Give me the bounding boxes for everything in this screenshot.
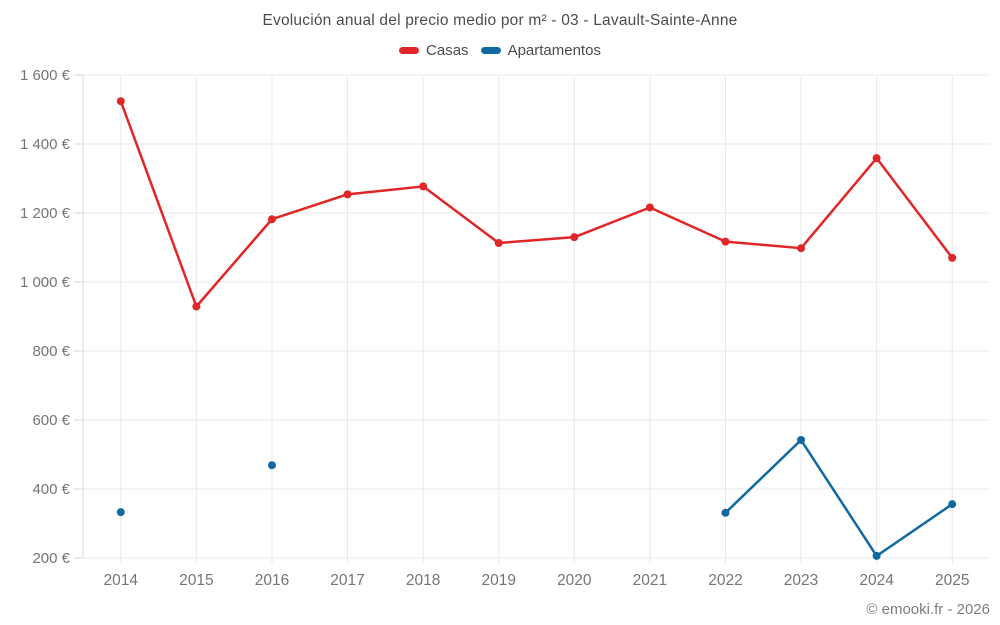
point-apartamentos-2025[interactable]	[948, 500, 957, 509]
x-axis-label: 2022	[708, 572, 742, 589]
legend-item-casas[interactable]: Casas	[399, 42, 469, 59]
legend-label-casas: Casas	[426, 42, 469, 59]
legend: Casas Apartamentos	[0, 42, 1000, 59]
point-casas-2014[interactable]	[116, 97, 125, 106]
x-axis-label: 2023	[784, 572, 818, 589]
x-axis-label: 2015	[179, 572, 213, 589]
point-casas-2015[interactable]	[192, 302, 201, 311]
apartamentos-line	[724, 438, 954, 558]
apartamentos-series-swatch-icon	[480, 47, 501, 54]
point-casas-2023[interactable]	[797, 244, 806, 253]
point-casas-2021[interactable]	[645, 203, 654, 212]
point-casas-2019[interactable]	[494, 239, 503, 248]
y-axis-label: 1 000 €	[20, 274, 71, 291]
y-axis-label: 800 €	[32, 343, 70, 360]
watermark: © emooki.fr - 2026	[866, 601, 990, 618]
legend-label-apartamentos: Apartamentos	[507, 42, 601, 59]
point-apartamentos-2023[interactable]	[797, 436, 806, 445]
point-apartamentos-2014[interactable]	[116, 508, 125, 517]
point-casas-2016[interactable]	[267, 215, 276, 224]
y-axis-label: 600 €	[32, 412, 70, 429]
point-apartamentos-2022[interactable]	[721, 508, 730, 517]
x-axis-label: 2016	[255, 572, 289, 589]
point-casas-2018[interactable]	[419, 182, 428, 191]
x-axis-label: 2021	[633, 572, 667, 589]
point-casas-2020[interactable]	[570, 233, 579, 242]
casas-line	[119, 99, 954, 308]
point-casas-2025[interactable]	[948, 253, 957, 262]
x-axis-label: 2019	[481, 572, 515, 589]
point-casas-2022[interactable]	[721, 237, 730, 246]
x-axis-label: 2024	[859, 572, 894, 589]
y-axis-label: 400 €	[32, 481, 70, 498]
y-axis-label: 1 200 €	[20, 205, 71, 222]
point-apartamentos-2016[interactable]	[267, 461, 276, 470]
casas-series-swatch-icon	[399, 47, 420, 54]
x-axis-label: 2014	[104, 572, 139, 589]
x-axis-label: 2017	[330, 572, 364, 589]
chart-title: Evolución anual del precio medio por m² …	[262, 12, 738, 29]
x-axis-label: 2025	[935, 572, 969, 589]
x-axis-label: 2018	[406, 572, 440, 589]
legend-item-apartamentos[interactable]: Apartamentos	[480, 42, 601, 59]
point-apartamentos-2024[interactable]	[872, 551, 881, 560]
point-casas-2024[interactable]	[872, 154, 881, 163]
y-axis-label: 200 €	[32, 550, 70, 567]
y-axis-label: 1 400 €	[20, 136, 71, 153]
x-axis-label: 2020	[557, 572, 592, 589]
point-casas-2017[interactable]	[343, 190, 352, 199]
y-axis-label: 1 600 €	[20, 67, 71, 84]
